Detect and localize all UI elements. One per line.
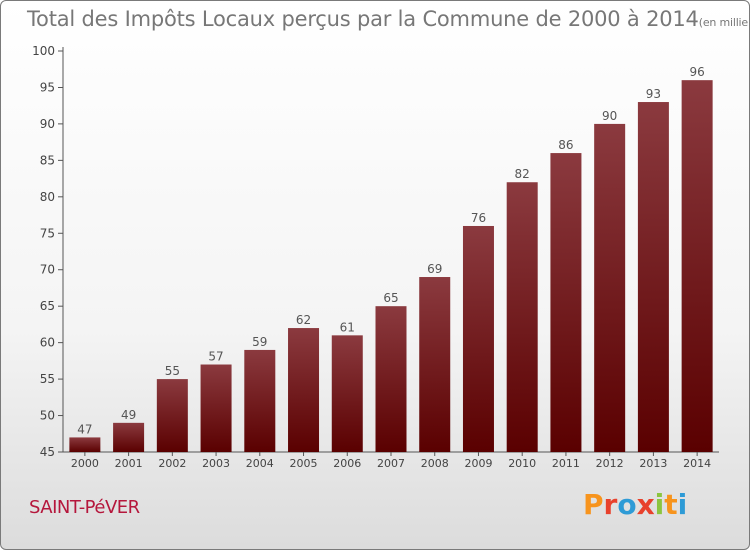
x-tick-label: 2005 (290, 457, 318, 470)
x-tick-label: 2004 (246, 457, 274, 470)
data-label: 69 (427, 262, 442, 276)
y-tick-label: 95 (40, 80, 55, 94)
x-tick-label: 2014 (683, 457, 711, 470)
y-tick-label: 45 (40, 445, 55, 459)
data-label: 47 (77, 422, 92, 436)
bar (244, 349, 276, 452)
data-label: 57 (208, 350, 223, 364)
bar (331, 335, 363, 452)
x-tick-label: 2012 (596, 457, 624, 470)
chart-unit: (en milliers d'€) (698, 16, 749, 29)
data-label: 96 (689, 65, 704, 79)
logo-letter: r (603, 488, 618, 521)
bar (69, 437, 101, 452)
y-tick-label: 80 (40, 190, 55, 204)
logo-letter: P (583, 488, 604, 521)
x-tick-label: 2003 (202, 457, 230, 470)
logo-letter: x (636, 488, 655, 521)
y-tick-label: 100 (32, 44, 55, 58)
y-tick-label: 75 (40, 226, 55, 240)
data-label: 82 (515, 167, 530, 181)
data-label: 86 (558, 138, 573, 152)
y-tick-label: 60 (40, 336, 55, 350)
bar (637, 102, 669, 452)
data-label: 90 (602, 109, 617, 123)
data-label: 61 (340, 320, 355, 334)
chart-title-text: Total des Impôts Locaux perçus par la Co… (27, 7, 699, 31)
x-tick-label: 2009 (464, 457, 492, 470)
bar (375, 306, 407, 452)
bar (681, 80, 713, 452)
bar (550, 153, 582, 452)
bar (156, 379, 188, 452)
bar (462, 225, 494, 452)
x-tick-label: 2006 (333, 457, 361, 470)
x-tick-label: 2010 (508, 457, 536, 470)
data-label: 55 (165, 364, 180, 378)
bar (200, 364, 232, 452)
y-tick-label: 55 (40, 372, 55, 386)
data-label: 76 (471, 211, 486, 225)
y-tick-label: 70 (40, 263, 55, 277)
data-label: 62 (296, 313, 311, 327)
x-tick-label: 2001 (115, 457, 143, 470)
logo-letter: o (617, 488, 637, 521)
bar (419, 277, 451, 452)
bar (506, 182, 538, 452)
bar (288, 328, 320, 452)
x-tick-label: 2002 (158, 457, 186, 470)
commune-name: SAINT-PéVER (29, 497, 140, 518)
data-label: 93 (646, 87, 661, 101)
x-tick-label: 2000 (71, 457, 99, 470)
y-tick-label: 90 (40, 117, 55, 131)
logo-letter: i (677, 488, 688, 521)
x-tick-label: 2011 (552, 457, 580, 470)
x-tick-label: 2008 (421, 457, 449, 470)
logo-letter: t (664, 488, 678, 521)
data-label: 49 (121, 408, 136, 422)
data-label: 59 (252, 335, 267, 349)
y-tick-label: 50 (40, 409, 55, 423)
bar (594, 123, 626, 452)
y-tick-label: 65 (40, 299, 55, 313)
chart-title: Total des Impôts Locaux perçus par la Co… (27, 7, 749, 31)
proxiti-logo: Proxiti (583, 488, 687, 521)
y-tick-label: 85 (40, 153, 55, 167)
x-tick-label: 2013 (639, 457, 667, 470)
x-tick-label: 2007 (377, 457, 405, 470)
logo-letter: i (654, 488, 665, 521)
data-label: 65 (383, 291, 398, 305)
bar (113, 422, 145, 452)
